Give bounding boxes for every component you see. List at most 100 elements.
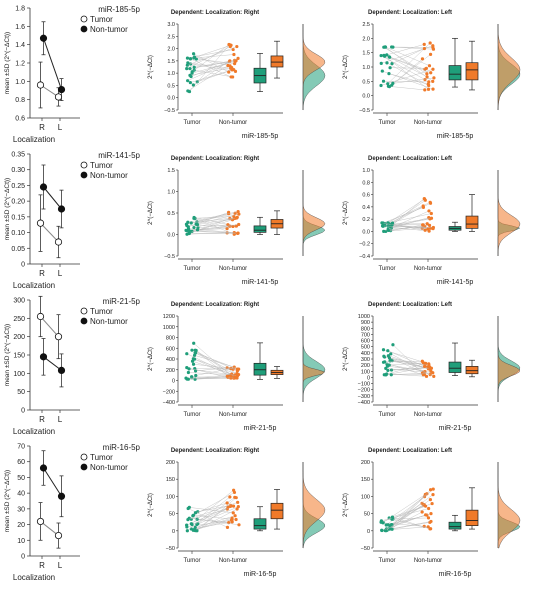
line-chart-y-tick-label: 70 [17, 444, 25, 451]
tumor-point [193, 378, 196, 381]
tumor-density [303, 316, 325, 402]
panel-y-tick-label: 0.5 [362, 79, 370, 85]
tumor-point [192, 52, 195, 55]
panel-x-label: miR-141-5p [242, 279, 279, 286]
tumor-point [381, 69, 384, 72]
nontumor-point [429, 512, 432, 515]
panel-x-tick-label: Non-tumor [219, 558, 247, 564]
nontumor-box [466, 63, 478, 80]
panel-y-tick-label: 800 [361, 326, 370, 332]
tumor-point [382, 80, 385, 83]
panel-y-label: 2^(−ΔCt) [343, 347, 349, 371]
tumor-box [254, 226, 266, 232]
tumor-point [196, 228, 199, 231]
line-chart-y-label: mean ±SD (2^(−ΔCt)) [4, 470, 11, 532]
tumor-point [192, 363, 195, 366]
line-chart-y-label: mean ±SD (2^(−ΔCt)) [4, 178, 11, 240]
nontumor-point [425, 75, 428, 78]
nontumor-point [432, 375, 435, 378]
tumor-point [383, 55, 386, 58]
panel-y-tick-label: 50 [169, 512, 175, 518]
nontumor-box [466, 366, 478, 373]
line-chart-x-label: Localization [13, 427, 55, 436]
panel-y-tick-label: 0.0 [167, 96, 175, 102]
panel-y-tick-label: −0.5 [164, 254, 175, 260]
line-chart-x-tick-label: R [39, 269, 45, 278]
line-chart-y-tick-label: 40 [17, 491, 25, 498]
nontumor-density [498, 462, 520, 548]
nontumor-point [232, 489, 235, 492]
line-chart-y-tick-label: 0.8 [15, 97, 25, 104]
line-chart-y-tick-label: 300 [13, 298, 25, 305]
nontumor-point [226, 64, 229, 67]
panel-x-tick-label: Non-tumor [414, 120, 442, 126]
nontumor-point [230, 66, 233, 69]
pair-line [198, 225, 228, 228]
tumor-point [383, 360, 386, 363]
nontumor-box [271, 56, 283, 67]
panel-y-tick-label: 200 [361, 460, 370, 466]
series-marker-Tumor [55, 532, 61, 538]
tumor-box [449, 66, 461, 80]
legend-marker [81, 308, 87, 314]
left-panel: Dependent: Localization: Left−0.50.00.51… [343, 10, 520, 140]
nontumor-point [430, 502, 433, 505]
line-chart-y-label: mean ±SD (2^(−ΔCt)) [4, 324, 11, 386]
right-panel: Dependent: Localization: Right−0.50.00.5… [148, 10, 325, 140]
nontumor-point [429, 368, 432, 371]
line-chart-x-tick-label: L [58, 123, 63, 132]
tumor-point [386, 349, 389, 352]
line-chart-y-tick-label: 0 [21, 554, 25, 561]
series-marker-Non-tumor [58, 206, 64, 212]
nontumor-point [432, 488, 435, 491]
panel-x-tick-label: Non-tumor [414, 266, 442, 272]
tumor-point [382, 230, 385, 233]
line-chart-x-tick-label: R [39, 561, 45, 570]
line-chart-y-tick-label: 1.6 [15, 24, 25, 31]
tumor-point [391, 343, 394, 346]
nontumor-point [235, 496, 238, 499]
panel-x-tick-label: Tumor [378, 412, 395, 418]
right-panel: Dependent: Localization: Right−500501001… [148, 448, 325, 578]
line-chart-x-tick-label: L [58, 561, 63, 570]
tumor-point [379, 84, 382, 87]
nontumor-density [303, 24, 325, 110]
line-chart-title: miR-185-5p [98, 5, 140, 14]
tumor-point [384, 367, 387, 370]
tumor-point [186, 64, 189, 67]
line-chart-y-tick-label: 0.05 [11, 246, 25, 253]
tumor-point [184, 229, 187, 232]
nontumor-point [429, 53, 432, 56]
panel-y-tick-label: 600 [361, 339, 370, 345]
pair-line [392, 200, 425, 223]
nontumor-point [232, 53, 235, 56]
panel-title: Dependent: Localization: Left [368, 156, 452, 162]
line-chart-y-tick-label: 200 [13, 334, 25, 341]
line-chart-y-tick-label: 1.2 [15, 61, 25, 68]
legend-marker [81, 454, 87, 460]
tumor-box [254, 363, 266, 375]
nontumor-point [429, 201, 432, 204]
nontumor-point [423, 88, 426, 91]
panel-y-tick-label: 3.0 [167, 22, 175, 28]
panel-x-tick-label: Non-tumor [219, 120, 247, 126]
tumor-point [387, 72, 390, 75]
tumor-point [192, 83, 195, 86]
panel-y-tick-label: −0.4 [359, 254, 370, 260]
line-chart-x-tick-label: L [58, 269, 63, 278]
legend-marker [81, 318, 87, 324]
nontumor-point [424, 505, 427, 508]
series-line-Tumor [41, 317, 59, 337]
panel-x-label: miR-16-5p [244, 571, 277, 578]
series-marker-Non-tumor [40, 184, 46, 190]
nontumor-point [423, 47, 426, 50]
panel-y-tick-label: 0.5 [167, 83, 175, 89]
tumor-point [188, 74, 191, 77]
tumor-point [192, 217, 195, 220]
panel-y-tick-label: 2.0 [167, 47, 175, 53]
tumor-point [193, 528, 196, 531]
tumor-point [193, 66, 196, 69]
tumor-point [192, 342, 195, 345]
